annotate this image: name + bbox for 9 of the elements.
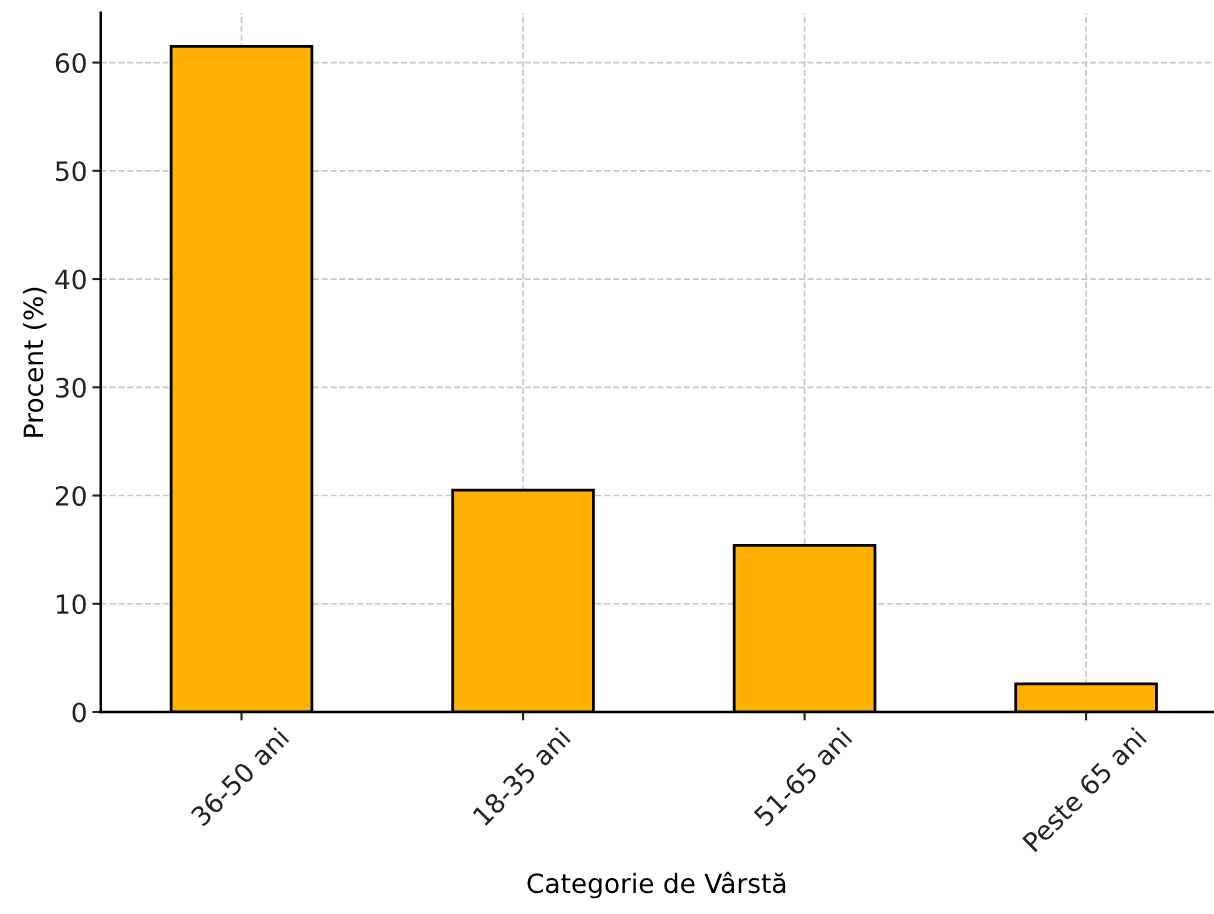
y-tick-label: 0	[72, 702, 86, 723]
y-axis-title: Procent (%)	[22, 287, 47, 437]
y-tick-label: 30	[56, 377, 86, 398]
y-tick-label: 50	[56, 161, 86, 182]
y-tick-label: 40	[55, 269, 86, 290]
x-axis-title: Categorie de Vârstă	[527, 871, 786, 899]
y-tick-label: 10	[56, 594, 86, 615]
y-tick-label: 20	[55, 485, 86, 506]
y-tick-label: 60	[55, 53, 86, 73]
